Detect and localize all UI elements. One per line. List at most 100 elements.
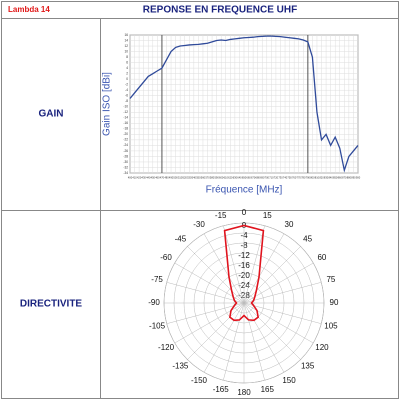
- row-label: GAIN: [39, 109, 64, 120]
- theta-tick-label: -165: [213, 385, 230, 394]
- y-tick-label: -30: [123, 160, 128, 164]
- y-tick-label: -2: [125, 83, 128, 87]
- theta-tick-label: 45: [303, 234, 312, 243]
- x-tick-label: 880: [347, 176, 352, 180]
- y-tick-label: 8: [126, 55, 128, 59]
- theta-tick-label: 165: [261, 385, 275, 394]
- x-tick-label: 400: [128, 176, 133, 180]
- theta-tick-label: 0: [242, 208, 247, 217]
- theta-tick-label: -135: [172, 362, 189, 371]
- x-tick-label: 410: [132, 176, 137, 180]
- x-tick-label: 600: [219, 176, 224, 180]
- x-tick-label: 670: [251, 176, 256, 180]
- x-tick-label: 500: [173, 176, 178, 180]
- y-tick-label: 2: [126, 71, 128, 75]
- y-tick-label: -18: [123, 127, 128, 131]
- y-tick-label: -34: [123, 171, 128, 175]
- gain-curve: [129, 35, 359, 173]
- grid-spoke: [187, 246, 245, 304]
- x-tick-label: 550: [196, 176, 201, 180]
- x-axis-label: Fréquence [MHz]: [206, 185, 283, 196]
- theta-tick-label: 150: [282, 376, 296, 385]
- x-tick-label: 470: [160, 176, 165, 180]
- x-tick-label: 760: [292, 176, 297, 180]
- grid-spoke: [166, 302, 245, 324]
- x-tick-label: 810: [315, 176, 320, 180]
- r-tick-label: -16: [238, 261, 250, 270]
- x-tick-label: 890: [351, 176, 356, 180]
- x-tick-label: 610: [224, 176, 229, 180]
- x-tick-label: 520: [183, 176, 188, 180]
- x-tick-label: 730: [278, 176, 283, 180]
- grid-spoke: [243, 302, 285, 373]
- x-tick-label: 640: [237, 176, 242, 180]
- x-tick-label: 710: [269, 176, 274, 180]
- x-tick-label: 460: [155, 176, 160, 180]
- theta-tick-label: -45: [175, 234, 187, 243]
- x-tick-label: 800: [310, 176, 315, 180]
- x-tick-label: 850: [333, 176, 338, 180]
- theta-tick-label: -150: [191, 376, 208, 385]
- x-tick-label: 660: [246, 176, 251, 180]
- theta-tick-label: 135: [301, 362, 315, 371]
- theta-tick-label: 105: [324, 321, 338, 330]
- y-tick-label: -32: [123, 165, 128, 169]
- x-tick-label: 740: [283, 176, 288, 180]
- y-tick-label: 10: [124, 49, 128, 53]
- theta-tick-label: -120: [158, 343, 175, 352]
- y-tick-label: -16: [123, 121, 128, 125]
- theta-tick-label: -90: [148, 298, 160, 307]
- theta-tick-label: 15: [263, 211, 272, 220]
- grid-spoke: [243, 246, 301, 304]
- x-tick-label: 650: [242, 176, 247, 180]
- x-tick-label: 530: [187, 176, 192, 180]
- y-tick-label: -10: [123, 105, 128, 109]
- theta-tick-label: 120: [315, 343, 329, 352]
- theta-tick-label: 75: [326, 275, 335, 284]
- x-tick-label: 720: [274, 176, 279, 180]
- x-tick-label: 630: [233, 176, 238, 180]
- pattern-curve: [223, 224, 265, 322]
- y-tick-label: -26: [123, 149, 128, 153]
- x-tick-label: 430: [142, 176, 147, 180]
- grid-spoke: [243, 302, 265, 381]
- x-tick-label: 450: [151, 176, 156, 180]
- theta-tick-label: -105: [149, 321, 166, 330]
- y-tick-label: -20: [123, 132, 128, 136]
- r-tick-label: -20: [238, 271, 250, 280]
- y-tick-label: -14: [123, 116, 128, 120]
- x-tick-label: 620: [228, 176, 233, 180]
- grid-spoke: [243, 302, 322, 324]
- y-tick-label: -12: [123, 110, 128, 114]
- theta-tick-label: -75: [151, 275, 163, 284]
- x-tick-label: 590: [214, 176, 219, 180]
- grid-spoke: [223, 225, 245, 304]
- x-tick-label: 860: [338, 176, 343, 180]
- x-tick-label: 490: [169, 176, 174, 180]
- x-tick-label: 560: [201, 176, 206, 180]
- x-tick-label: 480: [164, 176, 169, 180]
- grid-spoke: [187, 302, 245, 360]
- theta-tick-label: -30: [193, 220, 205, 229]
- x-tick-label: 750: [287, 176, 292, 180]
- r-tick-label: -24: [238, 281, 250, 290]
- x-tick-label: 540: [192, 176, 197, 180]
- x-tick-label: 830: [324, 176, 329, 180]
- x-tick-label: 690: [260, 176, 265, 180]
- theta-tick-label: -15: [215, 211, 227, 220]
- x-tick-label: 840: [328, 176, 333, 180]
- r-tick-label: -12: [238, 251, 250, 260]
- x-tick-label: 440: [146, 176, 151, 180]
- grid-spoke: [203, 302, 245, 373]
- theta-tick-label: 30: [285, 220, 294, 229]
- r-tick-label: -8: [240, 241, 248, 250]
- x-tick-label: 420: [137, 176, 142, 180]
- x-tick-label: 770: [297, 176, 302, 180]
- theta-tick-label: -60: [160, 253, 172, 262]
- y-tick-label: 6: [126, 60, 128, 64]
- y-tick-label: 16: [124, 33, 128, 37]
- x-tick-label: 510: [178, 176, 183, 180]
- x-tick-label: 680: [256, 176, 261, 180]
- y-tick-label: -28: [123, 154, 128, 158]
